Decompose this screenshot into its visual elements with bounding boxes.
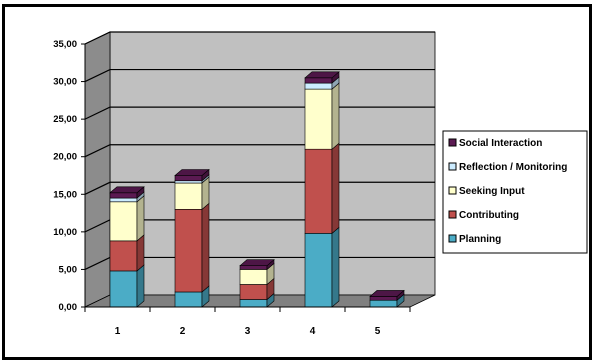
y-tick-label: 25,00 <box>53 114 77 125</box>
bar-segment <box>109 195 145 242</box>
stacked-3d-bar-chart: 0,00 5,00 10,00 15,00 20,00 25,00 30,00 35,00 1… <box>53 31 588 337</box>
bar-segment-front <box>174 291 203 308</box>
bar-segment-front <box>109 201 138 242</box>
bar-segment-front <box>174 209 203 293</box>
legend-label: Planning <box>459 234 501 245</box>
bar-segment-side <box>201 202 210 293</box>
legend-box <box>442 130 588 254</box>
bar-segment-front <box>304 233 333 308</box>
y-tick-label: 15,00 <box>53 189 77 200</box>
bar-stack-3 <box>239 259 275 308</box>
bar-segment-front <box>369 299 398 308</box>
bar-segment-front <box>109 197 138 203</box>
legend-label: Seeking Input <box>459 186 525 197</box>
bar-segment <box>109 264 145 308</box>
bar-top <box>174 169 210 176</box>
bar-segment <box>304 82 340 150</box>
legend-label: Social Interaction <box>459 138 542 149</box>
x-tick-label: 1 <box>115 326 121 337</box>
x-tick-label: 3 <box>245 326 251 337</box>
bar-stack-2 <box>174 168 210 308</box>
bar-segment-front <box>109 240 138 272</box>
legend-swatch <box>448 234 457 243</box>
y-tick-label: 35,00 <box>53 39 77 50</box>
bar-segment-front <box>239 284 268 300</box>
bar-stack-4 <box>304 71 340 308</box>
bar-segment-front <box>369 296 398 301</box>
bar-segment-front <box>304 77 333 84</box>
bar-segment-front <box>109 270 138 308</box>
x-tick-label: 2 <box>180 326 186 337</box>
bar-segment <box>174 285 210 308</box>
legend-swatch <box>448 138 457 147</box>
bar-segment-front <box>239 265 268 270</box>
bar-segment-front <box>109 192 138 199</box>
bar-segment <box>239 277 275 301</box>
bar-top <box>109 186 145 194</box>
bar-segment-front <box>174 182 203 210</box>
bar-segment <box>174 176 210 210</box>
bar-segment-side <box>136 195 145 242</box>
bar-top <box>239 259 275 266</box>
bar-segment-front <box>304 148 333 234</box>
back-wall <box>109 31 436 296</box>
bar-segment <box>304 226 340 308</box>
legend-label: Reflection / Monitoring <box>459 162 567 173</box>
bar-segment-side <box>331 142 340 235</box>
legend-swatch <box>448 162 457 171</box>
chart-frame: 0,00 5,00 10,00 15,00 20,00 25,00 30,00 35,00 1… <box>2 4 592 360</box>
bar-segment <box>304 142 340 235</box>
bar-segment-side <box>331 82 340 150</box>
gridline <box>84 68 435 83</box>
legend-label: Contributing <box>459 210 519 221</box>
bar-segment-front <box>239 269 268 285</box>
side-wall <box>84 31 111 308</box>
bar-segment-front <box>304 88 333 150</box>
bar-stack-1 <box>109 186 145 308</box>
bar-segment-front <box>174 180 203 184</box>
bar-segment <box>174 202 210 293</box>
bar-stack-5 <box>369 289 405 308</box>
y-tick-label: 5,00 <box>59 264 78 275</box>
y-tick-label: 0,00 <box>59 302 78 313</box>
legend-swatch <box>448 186 457 195</box>
bar-top <box>304 71 340 79</box>
y-tick-label: 30,00 <box>53 77 77 88</box>
bar-segment-front <box>174 175 203 182</box>
y-tick-label: 20,00 <box>53 152 77 163</box>
bar-segment-front <box>239 299 268 308</box>
bar-top <box>369 290 405 297</box>
legend-swatch <box>448 210 457 219</box>
bar-segment-front <box>304 82 333 90</box>
gridline <box>84 31 435 45</box>
y-tick-label: 10,00 <box>53 227 77 238</box>
bar-segment-side <box>331 226 340 308</box>
x-tick-label: 4 <box>310 326 316 337</box>
x-tick-label: 5 <box>375 326 381 337</box>
bar-segment-side <box>136 264 145 308</box>
